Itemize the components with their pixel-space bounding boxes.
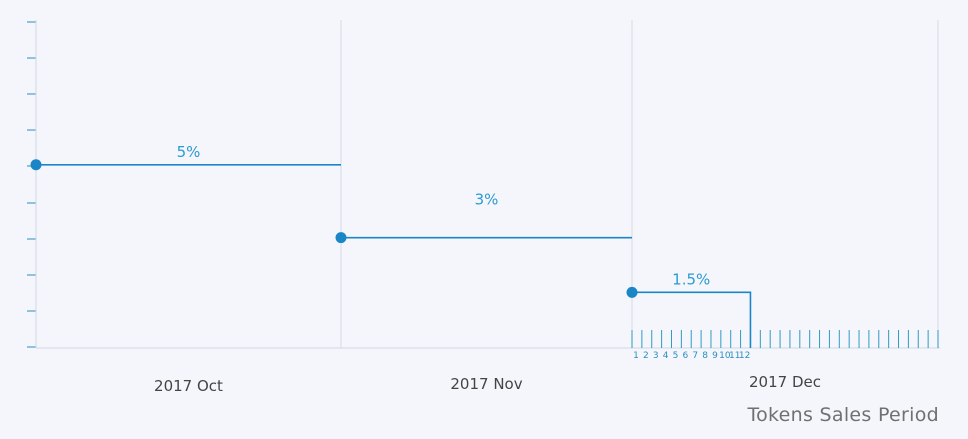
day-label: 5	[673, 351, 679, 361]
rate-point	[335, 232, 347, 244]
day-label: 2	[643, 351, 649, 361]
month-label: 2017 Oct	[154, 377, 223, 395]
month-dividers	[340, 20, 939, 348]
day-label: 12	[739, 351, 750, 361]
rate-label: 3%	[475, 191, 499, 209]
day-label: 4	[663, 351, 669, 361]
day-label: 3	[653, 351, 659, 361]
month-label: 2017 Dec	[749, 373, 821, 391]
month-label: 2017 Nov	[450, 375, 522, 393]
rate-label: 5%	[177, 143, 201, 161]
y-axis-ticks	[27, 21, 36, 348]
day-label: 1	[633, 351, 639, 361]
rate-point	[626, 286, 638, 298]
day-label: 9	[712, 351, 718, 361]
rate-segment	[632, 291, 752, 348]
rate-label: 1.5%	[672, 270, 710, 288]
day-label: 7	[692, 351, 698, 361]
month-labels: 2017 Oct 2017 Nov 2017 Dec	[154, 373, 821, 395]
day-label: 8	[702, 351, 708, 361]
day-label: 10	[719, 351, 731, 361]
rate-point	[30, 159, 42, 171]
rate-series: 5% 3% 1.5%	[30, 143, 752, 348]
x-axis-title: Tokens Sales Period	[747, 404, 939, 426]
day-label: 11	[729, 351, 740, 361]
day-label: 6	[682, 351, 688, 361]
